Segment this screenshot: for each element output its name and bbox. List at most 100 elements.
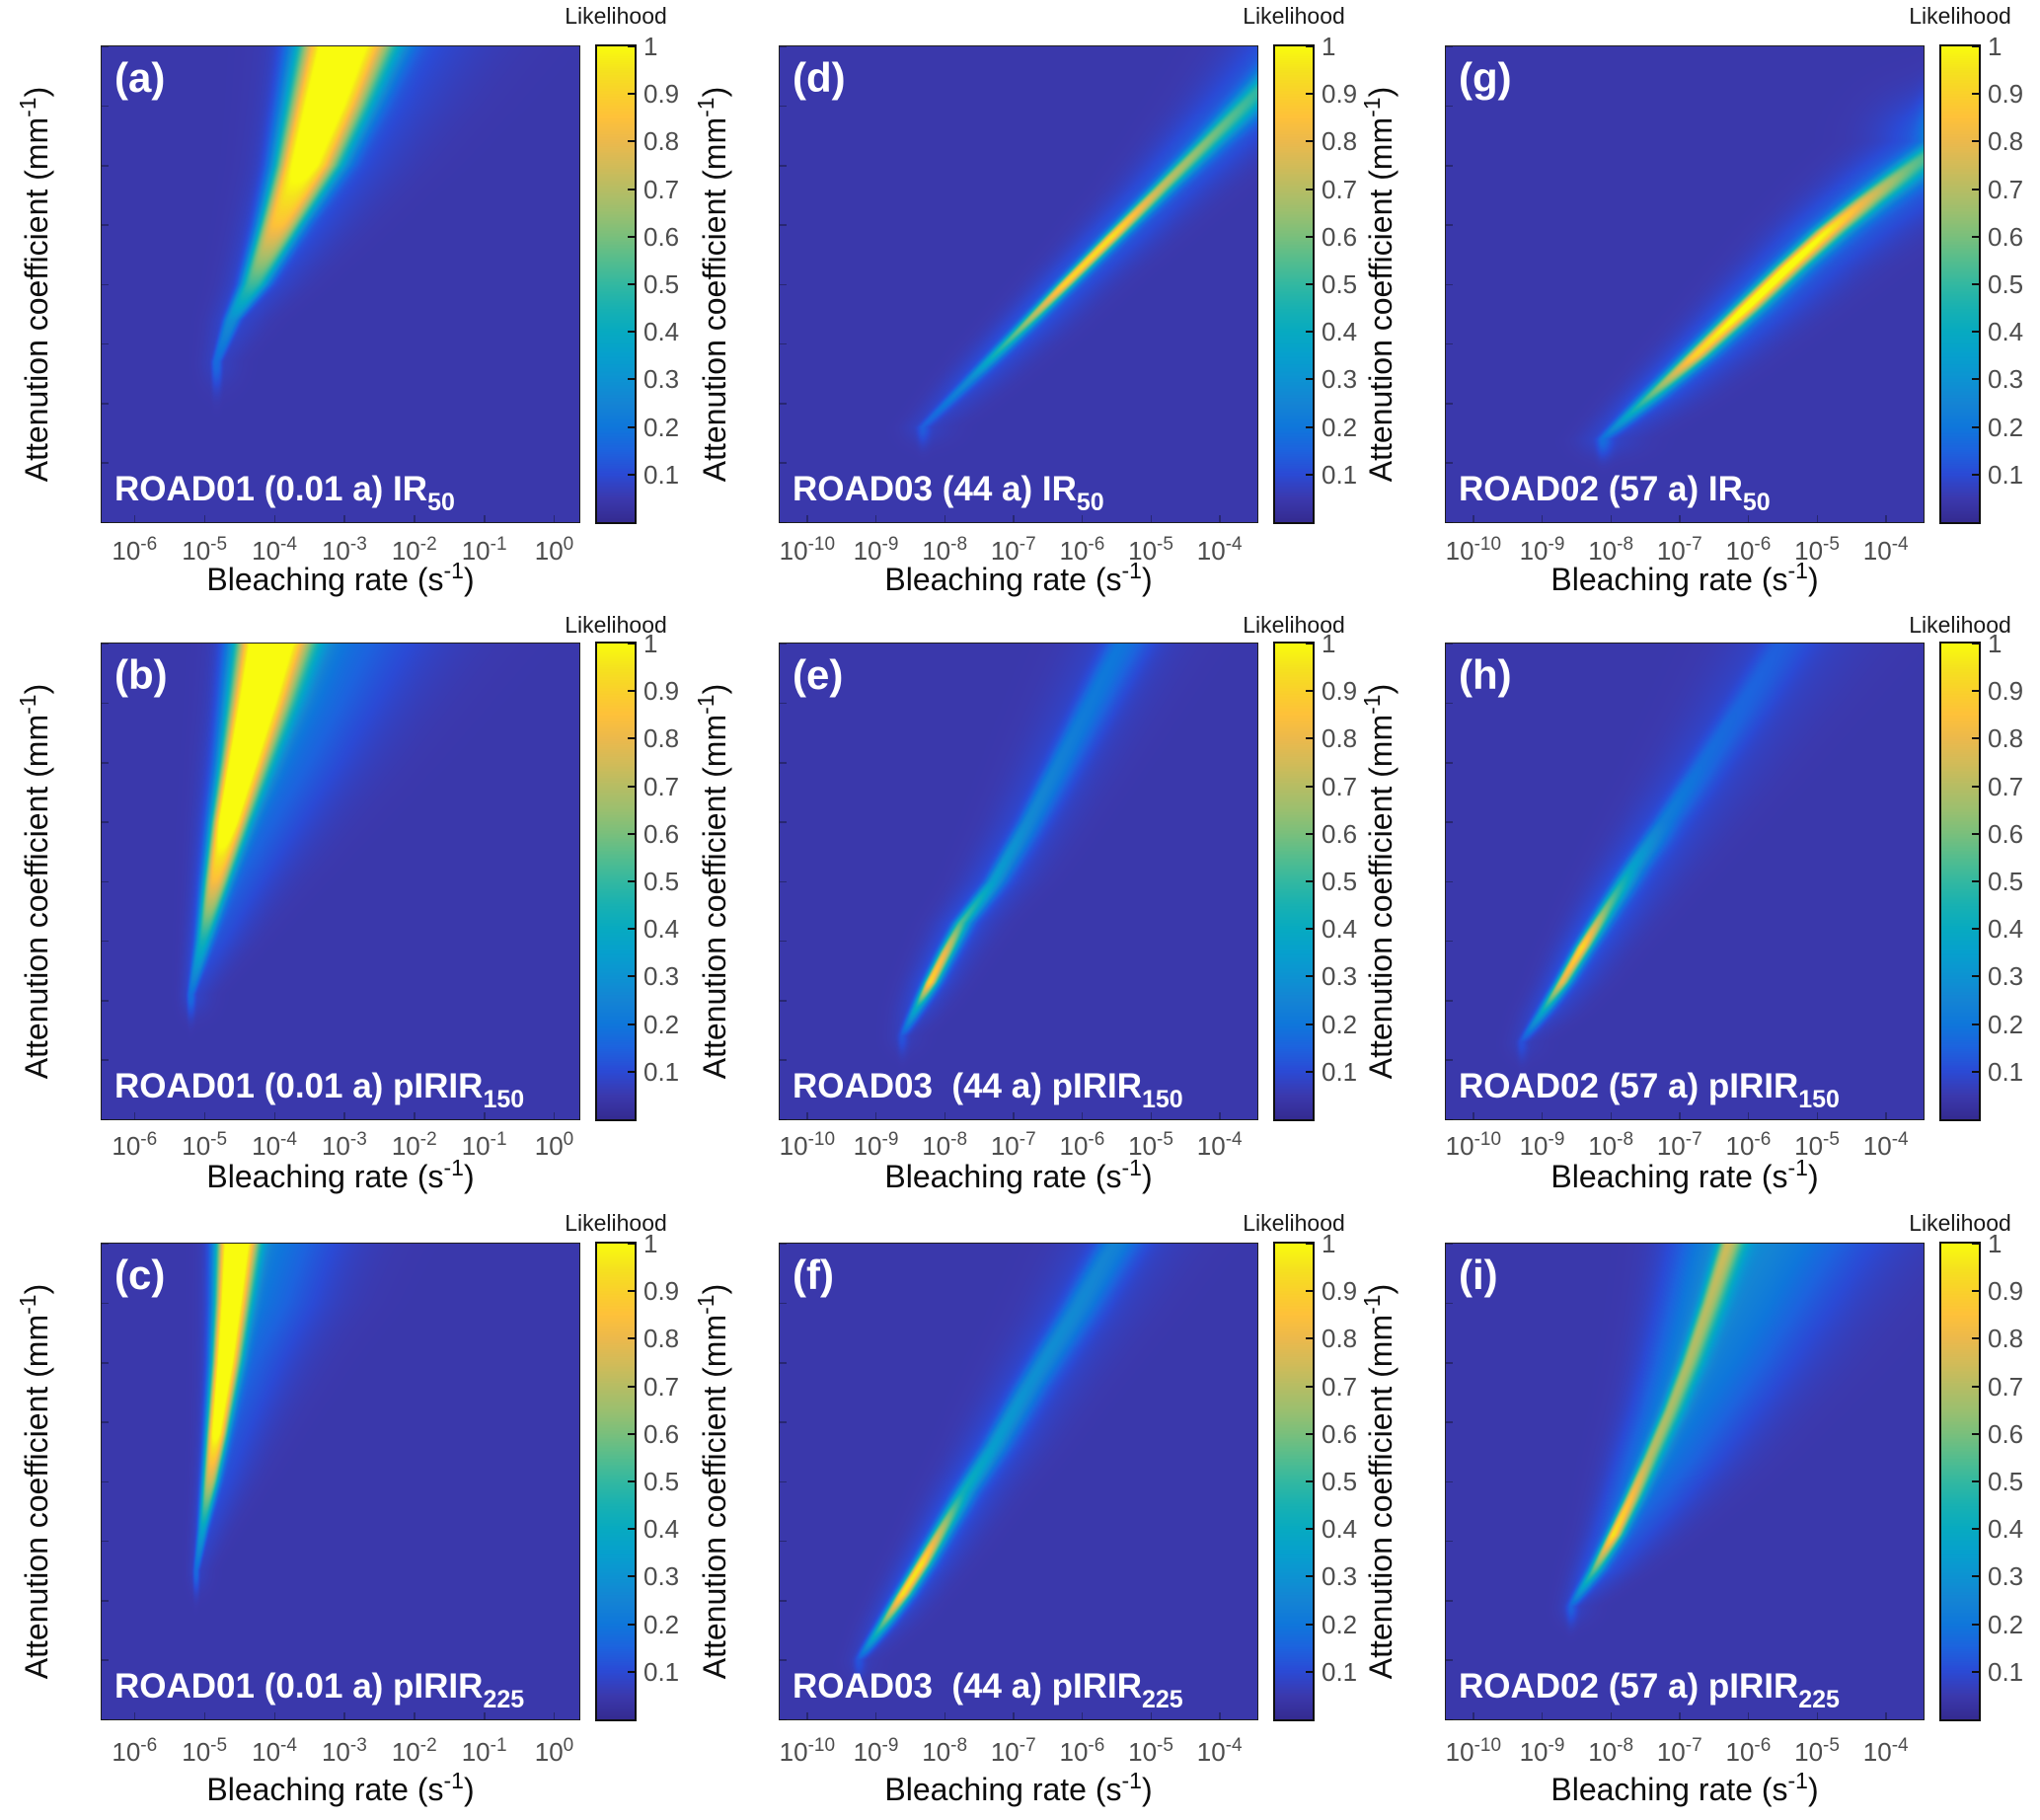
x-tick-exponent: -8 [1617, 1735, 1634, 1756]
colorbar-tick-mark [628, 1432, 635, 1435]
panel-letter: (c) [114, 1251, 166, 1298]
x-axis-label-superscript: -1 [1121, 1155, 1142, 1180]
panel-letter: (d) [793, 54, 846, 101]
colorbar-tick-label: 0.6 [1322, 221, 1358, 252]
x-axis-tick-mark [484, 1712, 486, 1719]
x-tick-exponent: -5 [1157, 1735, 1173, 1756]
x-axis-tick-mark [874, 515, 877, 522]
x-axis-tick-mark [133, 515, 136, 522]
x-tick-exponent: -8 [1617, 1129, 1634, 1150]
y-axis-label-close: ) [19, 86, 54, 98]
colorbar-tick-mark [1972, 785, 1979, 788]
colorbar-tick-mark [1306, 473, 1313, 476]
colorbar-tick-mark [628, 1023, 635, 1025]
colorbar-tick-mark [628, 1670, 635, 1673]
x-tick-exponent: -4 [1225, 1129, 1243, 1150]
x-tick-exponent: -5 [1157, 1129, 1173, 1150]
x-tick-exponent: -4 [1225, 1735, 1243, 1756]
colorbar-tick-mark [1306, 928, 1313, 931]
colorbar-tick-mark [628, 188, 635, 190]
x-axis-tick-mark [1081, 1712, 1084, 1719]
x-axis-label-close: ) [463, 1159, 475, 1194]
colorbar-tick-label: 0.9 [1322, 79, 1358, 110]
colorbar-tick-mark [1972, 832, 1979, 835]
y-axis-tick-mark [1446, 1659, 1453, 1661]
y-axis-tick-mark [1446, 45, 1453, 47]
x-tick-label: 10-3 [321, 1129, 367, 1161]
colorbar-tick-label: 0.6 [1988, 1418, 2024, 1449]
colorbar-tick-label: 0.3 [643, 364, 680, 395]
colorbar-tick-label: 0.8 [1988, 1324, 2024, 1354]
x-tick-label: 10-9 [853, 1735, 899, 1767]
colorbar-tick-mark [1306, 1023, 1313, 1025]
y-axis-tick-mark [780, 880, 787, 882]
x-axis-label: Bleaching rate (s-1) [1550, 1157, 1818, 1193]
colorbar-tick-mark [1972, 928, 1979, 931]
colorbar [1939, 1242, 1981, 1721]
colorbar [595, 44, 637, 524]
colorbar-tick-mark [1306, 93, 1313, 96]
y-axis-tick-mark [102, 165, 109, 167]
heatmap-plot-area: (d) ROAD03 (44 a) IR50 [779, 45, 1258, 523]
x-axis-tick-mark [1816, 1112, 1819, 1119]
x-axis-tick-mark [1541, 515, 1544, 522]
x-tick-exponent: -6 [1088, 1129, 1105, 1150]
y-axis-tick-mark [102, 1118, 109, 1120]
colorbar-title: Likelihood [565, 1210, 667, 1236]
colorbar-tick-label: 0.2 [1988, 412, 2024, 442]
colorbar-tick-label: 0.6 [1988, 221, 2024, 252]
colorbar-tick-mark [628, 832, 635, 835]
colorbar-tick-mark [1306, 1290, 1313, 1293]
x-axis-tick-mark [1219, 1712, 1221, 1719]
y-axis-tick-mark [780, 1480, 787, 1482]
y-axis-tick-mark [102, 1659, 109, 1661]
x-tick-exponent: -10 [807, 534, 836, 555]
x-tick-label: 10-7 [1656, 1735, 1702, 1767]
colorbar-tick-mark [1972, 93, 1979, 96]
y-axis-label: Attenution coefficient (mm-1) [1359, 1284, 1398, 1679]
y-axis-tick-mark [102, 821, 109, 823]
colorbar-tick-label: 0.8 [1322, 126, 1358, 157]
x-tick-exponent: -4 [280, 534, 297, 555]
x-axis-tick-mark [414, 515, 416, 522]
heatmap-canvas [1446, 644, 1924, 1119]
colorbar-tick-label: 0.1 [1322, 1056, 1358, 1087]
x-tick-label: 10-5 [1128, 1735, 1173, 1767]
colorbar-tick-mark [628, 1385, 635, 1388]
colorbar-tick-label: 0.3 [1988, 364, 2024, 395]
x-tick-label: 10-6 [1725, 1129, 1772, 1161]
colorbar-tick-mark [1972, 690, 1979, 693]
y-axis-tick-mark [102, 521, 109, 523]
x-tick-exponent: -6 [140, 1129, 158, 1150]
colorbar-tick-label: 0.1 [643, 1656, 680, 1687]
x-axis-tick-mark [273, 1112, 276, 1119]
y-axis-label: Attenution coefficient (mm-1) [1359, 87, 1398, 482]
x-tick-label: 10-5 [182, 534, 228, 566]
y-axis-tick-mark [1446, 521, 1453, 523]
x-tick-exponent: -8 [950, 1735, 968, 1756]
y-axis-tick-mark [780, 821, 787, 823]
colorbar-tick-mark [1306, 188, 1313, 190]
heatmap-canvas [1446, 46, 1924, 522]
heatmap-plot-area: (h) ROAD02 (57 a) pIRIR150 [1445, 643, 1925, 1120]
y-axis-tick-mark [1446, 224, 1453, 226]
y-axis-tick-mark [102, 1243, 109, 1245]
x-axis-tick-mark [1473, 515, 1474, 522]
x-axis-tick-mark [553, 1712, 556, 1719]
x-tick-label: 10-7 [1656, 534, 1702, 566]
x-tick-label: 10-10 [779, 534, 836, 566]
y-axis-label: Attenution coefficient (mm-1) [15, 1284, 54, 1679]
colorbar [1939, 44, 1981, 524]
y-axis-label-text: Attenution coefficient (mm [19, 714, 54, 1080]
y-axis-label-superscript: -1 [15, 1294, 40, 1315]
y-axis-tick-mark [102, 45, 109, 47]
x-axis-label-text: Bleaching rate (s [884, 562, 1122, 597]
heatmap-plot-area: (g) ROAD02 (57 a) IR50 [1445, 45, 1925, 523]
x-axis-tick-mark [1610, 1112, 1613, 1119]
x-tick-exponent: -9 [1548, 1735, 1565, 1756]
y-axis-tick-mark [780, 940, 787, 943]
colorbar-tick-label: 0.6 [1988, 818, 2024, 849]
colorbar-tick-mark [1306, 283, 1313, 285]
colorbar-tick-mark [1972, 643, 1979, 645]
colorbar-tick-label: 0.7 [1322, 174, 1358, 204]
